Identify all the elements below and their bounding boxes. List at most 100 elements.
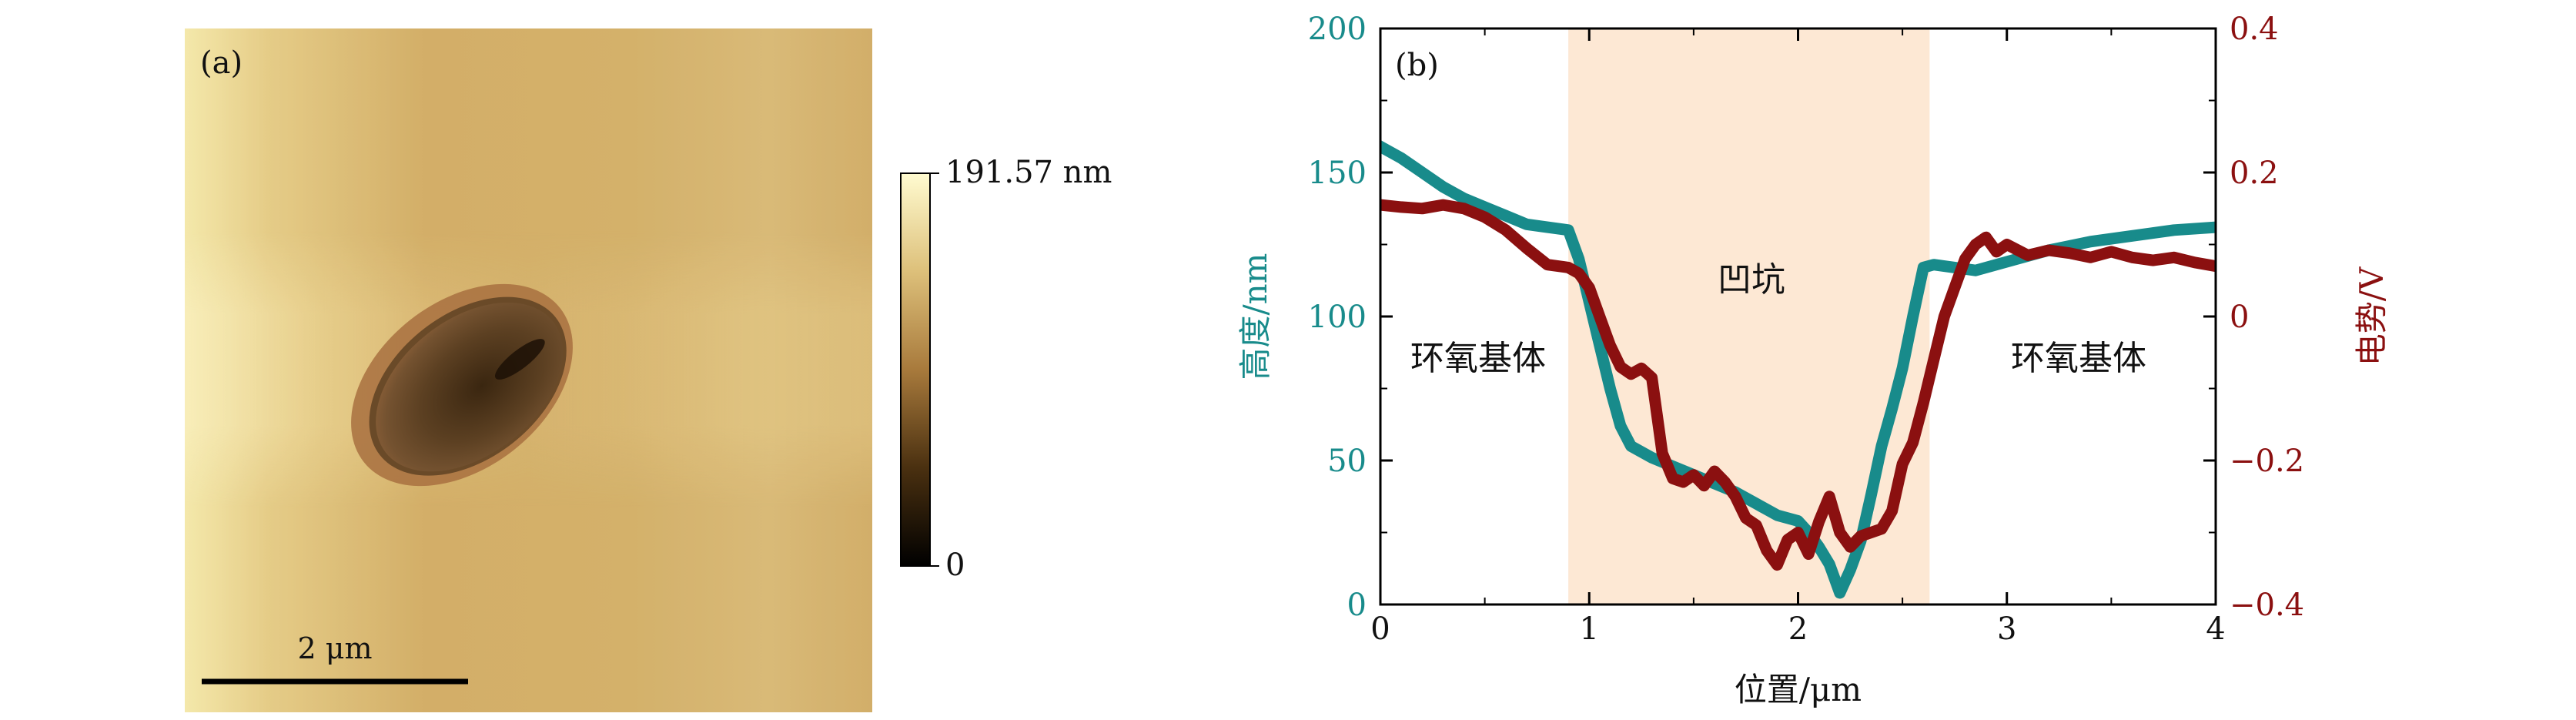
data-point-potential <box>2170 253 2178 262</box>
x-tick-label: 3 <box>1997 611 2016 647</box>
data-point-potential <box>1794 528 1802 537</box>
data-point-potential <box>1856 532 1865 541</box>
panel-a-label: (a) <box>200 45 243 81</box>
region-label-left: 环氧基体 <box>1410 339 1546 378</box>
data-point-potential <box>2190 258 2199 266</box>
data-point-potential <box>1982 233 1990 242</box>
data-point-potential <box>1480 213 1489 221</box>
data-point-potential <box>2086 253 2095 262</box>
data-point-height <box>1794 517 1802 525</box>
data-point-potential <box>1564 263 1573 272</box>
y-right-tick-label: −0.4 <box>2230 588 2304 623</box>
data-point-potential <box>1741 514 1750 522</box>
data-point-height <box>1616 422 1624 430</box>
data-point-potential <box>1972 240 1980 249</box>
data-point-height <box>1773 511 1781 520</box>
y-left-tick-label: 200 <box>1308 12 1367 47</box>
data-point-height <box>1606 384 1614 393</box>
y-right-tick-label: 0.4 <box>2230 12 2279 47</box>
y-left-tick-label: 0 <box>1347 588 1367 623</box>
data-point-height <box>1825 560 1834 568</box>
data-point-potential <box>1919 399 1928 407</box>
region-label-right: 环氧基体 <box>2011 339 2146 378</box>
x-tick-label: 0 <box>1370 611 1390 647</box>
data-point-height <box>1418 169 1427 176</box>
data-point-potential <box>1940 313 1949 320</box>
colorbar-min-label: 0 <box>945 548 965 583</box>
data-point-potential <box>1606 341 1614 350</box>
data-point-height <box>1929 260 1938 269</box>
data-point-height <box>1522 220 1531 229</box>
data-point-potential <box>2149 256 2157 265</box>
data-point-height <box>1544 223 1551 232</box>
data-point-height <box>1919 263 1928 272</box>
data-point-potential <box>1899 460 1907 468</box>
data-point-potential <box>1501 226 1510 234</box>
data-point-height <box>1574 255 1583 263</box>
data-point-height <box>1648 454 1656 462</box>
data-point-potential <box>1418 204 1427 213</box>
data-point-potential <box>1679 478 1688 486</box>
data-point-potential <box>1439 201 1447 209</box>
data-point-potential <box>2023 251 2032 260</box>
data-point-potential <box>1595 313 1604 320</box>
data-point-height <box>1397 154 1406 162</box>
colorbar-max-label: 191.57 nm <box>945 155 1112 190</box>
y-left-axis-label: 高度/nm <box>1236 253 1274 380</box>
y-left-tick-label: 150 <box>1308 156 1367 191</box>
data-point-potential <box>1668 474 1677 483</box>
data-point-potential <box>1522 244 1531 253</box>
data-point-potential <box>1835 528 1844 537</box>
data-point-potential <box>1616 363 1624 371</box>
x-tick-label: 2 <box>1788 611 1808 647</box>
data-point-potential <box>1627 370 1635 378</box>
y-left-tick-label: 50 <box>1327 444 1367 479</box>
data-point-potential <box>1888 507 1896 515</box>
y-right-tick-label: 0 <box>2230 300 2249 335</box>
data-point-height <box>1501 212 1510 220</box>
data-point-potential <box>1961 255 1969 263</box>
data-point-potential <box>1574 269 1583 277</box>
data-point-height <box>1899 364 1907 373</box>
data-point-potential <box>1805 550 1813 558</box>
data-point-height <box>1909 313 1917 320</box>
data-point-height <box>2128 232 2136 240</box>
data-point-potential <box>2066 249 2074 257</box>
data-point-potential <box>1815 517 1823 526</box>
data-point-potential <box>1867 528 1875 537</box>
data-point-potential <box>2128 253 2136 262</box>
data-point-potential <box>1878 524 1885 533</box>
data-point-height <box>1460 194 1468 203</box>
data-point-height <box>1439 183 1447 191</box>
data-point-height <box>1627 442 1635 450</box>
y-left-tick-label: 100 <box>1308 300 1367 335</box>
data-point-potential <box>1460 204 1468 213</box>
data-point-potential <box>1700 481 1708 490</box>
data-point-potential <box>2107 247 2116 256</box>
data-point-height <box>1878 442 1885 450</box>
data-point-height <box>1972 266 1980 275</box>
data-point-height <box>1595 341 1604 350</box>
data-point-potential <box>2045 246 2052 254</box>
data-point-potential <box>2002 240 2011 249</box>
scalebar-label: 2 μm <box>298 631 373 665</box>
data-point-height <box>1846 566 1855 574</box>
data-point-potential <box>1752 521 1761 530</box>
data-point-potential <box>1950 283 1959 292</box>
y-right-tick-label: 0.2 <box>2230 156 2279 191</box>
data-point-potential <box>1397 203 1406 211</box>
data-point-potential <box>1731 492 1740 501</box>
data-point-potential <box>1721 478 1729 486</box>
data-point-potential <box>1544 260 1551 269</box>
pit <box>376 302 564 472</box>
data-point-potential <box>1992 247 2001 256</box>
data-point-height <box>1888 404 1896 413</box>
data-point-potential <box>1762 546 1771 554</box>
data-point-potential <box>1711 467 1718 475</box>
x-axis-label: 位置/μm <box>1735 671 1862 708</box>
data-point-height <box>1992 260 2001 269</box>
data-point-height <box>2086 237 2095 246</box>
data-point-potential <box>1585 283 1594 292</box>
data-point-height <box>2170 226 2178 234</box>
